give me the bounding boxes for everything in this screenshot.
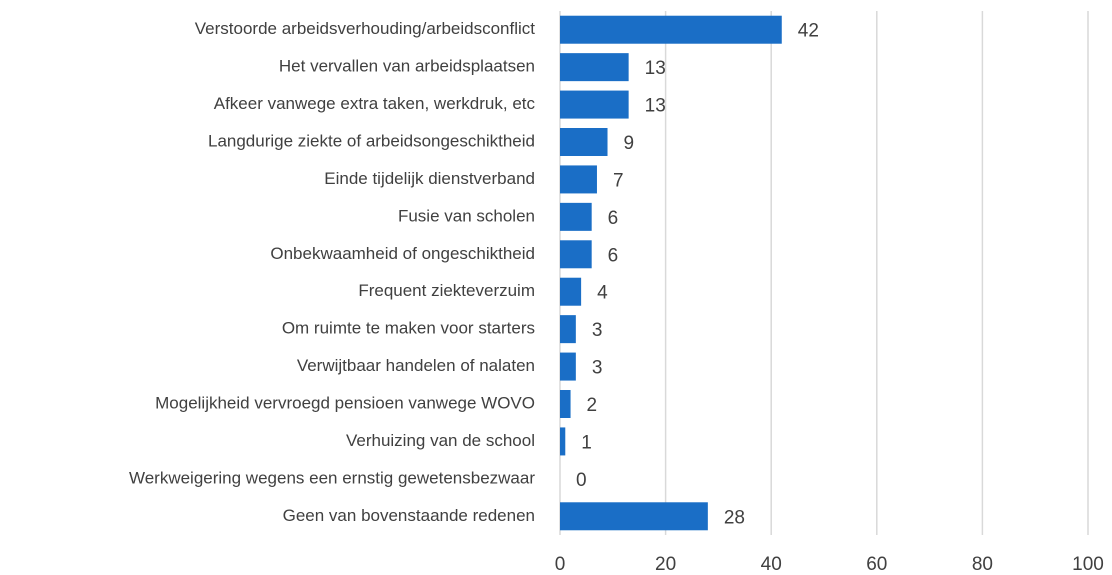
- x-tick-label: 100: [1072, 554, 1104, 575]
- y-tick-label: Einde tijdelijk dienstverband: [324, 169, 535, 188]
- y-tick-label: Het vervallen van arbeidsplaatsen: [279, 57, 535, 76]
- y-tick-label: Verstoorde arbeidsverhouding/arbeidsconf…: [195, 19, 535, 38]
- data-label: 13: [645, 58, 666, 79]
- bar: [560, 502, 708, 531]
- bar: [560, 352, 576, 381]
- data-label: 3: [592, 320, 603, 341]
- data-label: 28: [724, 507, 745, 528]
- bar: [560, 202, 592, 231]
- y-tick-label: Frequent ziekteverzuim: [358, 281, 535, 300]
- x-tick-label: 80: [972, 554, 993, 575]
- y-tick-label: Verwijtbaar handelen of nalaten: [297, 356, 535, 375]
- bar: [560, 53, 629, 82]
- bar: [560, 165, 597, 194]
- x-tick-label: 20: [655, 554, 676, 575]
- y-tick-label: Fusie van scholen: [398, 206, 535, 225]
- y-tick-label: Onbekwaamheid of ongeschiktheid: [270, 244, 535, 263]
- data-label: 0: [576, 470, 587, 491]
- data-label: 13: [645, 96, 666, 117]
- data-label: 2: [587, 395, 598, 416]
- y-tick-label: Afkeer vanwege extra taken, werkdruk, et…: [214, 94, 536, 113]
- data-label: 4: [597, 283, 608, 304]
- data-label: 1: [581, 432, 592, 453]
- bar: [560, 240, 592, 269]
- bar: [560, 427, 566, 456]
- bar: [560, 390, 571, 418]
- x-tick-label: 40: [761, 554, 782, 575]
- y-tick-label: Mogelijkheid vervroegd pensioen vanwege …: [155, 393, 535, 412]
- y-tick-label: Verhuizing van de school: [346, 431, 535, 450]
- bar: [560, 90, 629, 119]
- data-label: 3: [592, 358, 603, 379]
- bar: [560, 128, 608, 156]
- y-tick-label: Langdurige ziekte of arbeidsongeschikthe…: [208, 131, 535, 150]
- y-tick-label: Geen van bovenstaande redenen: [283, 506, 535, 525]
- x-tick-label: 60: [866, 554, 887, 575]
- data-label: 6: [608, 208, 619, 229]
- data-label: 7: [613, 170, 624, 191]
- data-label: 6: [608, 245, 619, 266]
- bar: [560, 277, 582, 306]
- x-tick-label: 0: [555, 554, 566, 575]
- y-tick-label: Werkweigering wegens een ernstig geweten…: [129, 468, 535, 487]
- y-tick-label: Om ruimte te maken voor starters: [282, 319, 535, 338]
- data-label: 9: [624, 133, 635, 154]
- data-label: 42: [798, 21, 819, 42]
- bar: [560, 15, 782, 44]
- bar: [560, 315, 576, 344]
